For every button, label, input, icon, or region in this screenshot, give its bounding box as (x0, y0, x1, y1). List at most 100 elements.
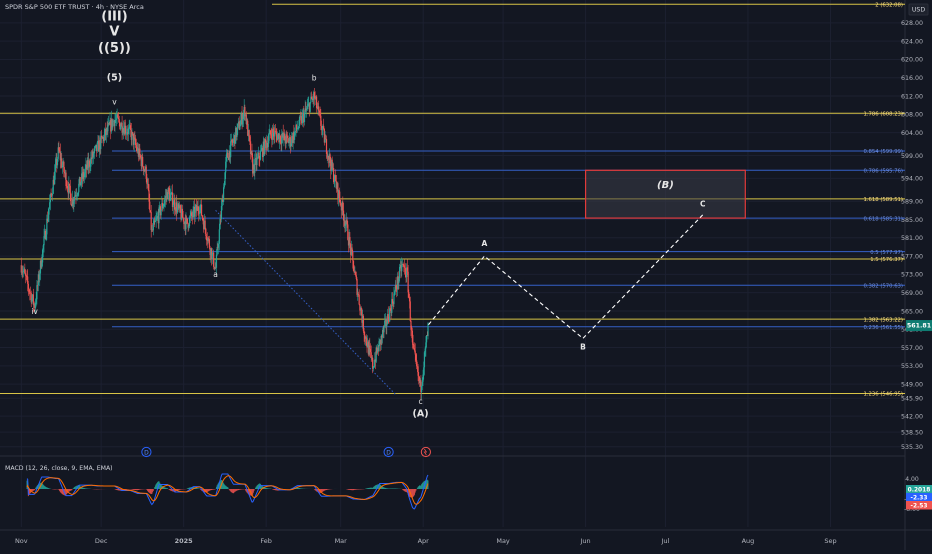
time-tick-label: Sep (824, 537, 836, 545)
candle-body (399, 267, 400, 278)
candle-body (149, 202, 150, 211)
time-tick-label: Feb (260, 537, 272, 545)
time-tick-label: Jul (661, 537, 670, 545)
fib-level-label: 1.236 (546.95) (863, 392, 903, 398)
price-tick-label: 599.00 (901, 153, 923, 160)
earnings-marker-label: D (144, 449, 149, 456)
candle-body (352, 252, 353, 261)
price-tick-label: 535.30 (901, 444, 923, 451)
fib-level-label: 0.236 (561.55) (863, 325, 903, 331)
candle-body (173, 205, 174, 207)
candle-body (359, 295, 360, 305)
wave-label: (B) (657, 180, 674, 191)
macd-histogram-bar (254, 489, 255, 491)
wave-label: b (312, 73, 317, 82)
time-tick-label: Aug (742, 537, 755, 545)
price-tick-label: 542.00 (901, 413, 923, 420)
candle-body (223, 187, 224, 202)
fib-level-label: 1.618 (589.51) (863, 197, 903, 203)
price-tick-label: 616.00 (901, 75, 923, 82)
fib-level-label: 0.5 (577.97) (870, 250, 903, 256)
fib-level-label: 1.382 (563.22) (863, 317, 903, 323)
macd-title: MACD (12, 26, close, 9, EMA, EMA) (5, 465, 113, 472)
fib-level-label: 0.382 (570.63) (863, 283, 903, 289)
candle-body (310, 102, 311, 112)
candle-body (216, 255, 217, 268)
candle-body (161, 210, 162, 215)
wave-label: B (580, 342, 586, 351)
wave-label: a (213, 270, 218, 279)
price-tick-label: 628.00 (901, 20, 923, 27)
macd-tick-label: 4.00 (905, 476, 919, 483)
wave-label: (A) (413, 409, 429, 420)
candle-body (187, 219, 188, 224)
price-tick-label: 612.00 (901, 93, 923, 100)
candle-body (427, 323, 428, 336)
price-tick-label: 545.90 (901, 396, 923, 403)
candle-body (201, 205, 202, 216)
symbol-header: SPDR S&P 500 ETF TRUST · 4h · NYSE Arca (5, 3, 144, 11)
wave-label: c (418, 397, 422, 406)
price-tick-label: 594.00 (901, 176, 923, 183)
wave-label: V (109, 25, 119, 40)
candle-body (260, 151, 261, 159)
price-tick-label: 624.00 (901, 38, 923, 45)
target-zone-box (586, 170, 746, 218)
price-tick-label: 573.00 (901, 272, 923, 279)
candle-body (213, 253, 214, 267)
candle-body (142, 157, 143, 167)
candle-body (186, 218, 187, 219)
price-tick-label: 553.00 (901, 363, 923, 370)
price-tick-label: 557.00 (901, 345, 923, 352)
macd-readout-value: -2.53 (911, 503, 928, 509)
time-tick-label: Jun (580, 537, 591, 545)
candle-body (239, 126, 240, 129)
earnings-marker-label: D (386, 449, 391, 456)
macd-histogram-bar (34, 489, 35, 490)
fib-level-label: 1.786 (608.23) (863, 111, 903, 117)
candle-body (268, 134, 269, 140)
price-tick-label: 581.00 (901, 235, 923, 242)
candle-body (48, 209, 49, 215)
candle-body (219, 229, 220, 244)
candle-body (349, 237, 350, 244)
candle-body (74, 196, 75, 200)
wave-label: (III) (101, 10, 127, 25)
price-tick-label: 589.00 (901, 199, 923, 206)
fib-level-label: 0.786 (595.76) (863, 168, 903, 174)
candle-body (132, 132, 133, 134)
price-tick-label: 549.00 (901, 381, 923, 388)
macd-readout-value: 0.2018 (908, 487, 931, 493)
candle-body (205, 221, 206, 229)
candle-body (70, 186, 71, 194)
price-tick-label: 569.00 (901, 290, 923, 297)
price-tick-label: 538.50 (901, 429, 923, 436)
candle-body (70, 194, 71, 205)
macd-readout-value: -2.33 (911, 495, 928, 501)
wave-label: (5) (107, 72, 122, 83)
wave-label: v (112, 97, 117, 106)
price-tick-label: 565.00 (901, 308, 923, 315)
candle-body (112, 121, 113, 128)
fib-level-label: 0.618 (585.31) (863, 216, 903, 222)
fib-level-label: 2 (632.08) (875, 2, 903, 8)
price-tick-label: 604.00 (901, 130, 923, 137)
candle-body (224, 185, 225, 187)
time-tick-label: May (496, 537, 510, 545)
macd-histogram-bar (415, 489, 416, 491)
last-price-label: 561.81 (907, 323, 931, 330)
candle-body (153, 225, 154, 231)
time-tick-label: Mar (335, 537, 348, 545)
wave-label: A (482, 239, 488, 248)
time-tick-label: 2025 (175, 537, 194, 545)
currency-label: USD (912, 7, 925, 14)
macd-histogram-bar (153, 489, 154, 491)
price-tick-label: 620.00 (901, 57, 923, 64)
time-tick-label: Dec (95, 537, 108, 545)
candle-body (408, 272, 409, 293)
fib-level-label: 1.5 (576.37) (870, 257, 903, 263)
wave-label: iv (31, 307, 38, 316)
price-tick-label: 608.00 (901, 112, 923, 119)
